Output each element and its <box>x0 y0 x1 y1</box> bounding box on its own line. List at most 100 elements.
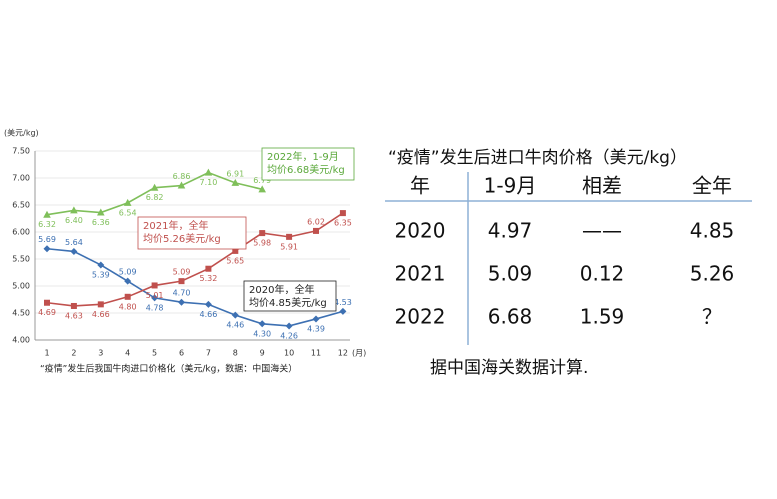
series-line <box>46 212 344 307</box>
y-tick-label: 7.50 <box>12 147 30 156</box>
data-label: 4.46 <box>226 321 244 330</box>
data-label: 4.78 <box>146 303 164 312</box>
table-title: “疫情”发生后进口牛肉价格（美元/kg） <box>388 148 687 168</box>
marker <box>258 320 266 328</box>
annotation-text: 2022年，1-9月 <box>267 150 339 163</box>
marker <box>43 210 51 218</box>
data-label: 6.86 <box>173 172 191 181</box>
data-label: 6.40 <box>65 216 83 225</box>
table-header: 1-9月 <box>484 174 537 198</box>
marker <box>70 302 77 309</box>
data-label: 5.98 <box>253 239 271 248</box>
table-cell: 1.59 <box>580 305 625 329</box>
data-label: 5.69 <box>38 235 56 244</box>
y-tick-label: 6.00 <box>12 228 30 237</box>
marker <box>44 299 50 306</box>
data-label: 5.65 <box>226 256 244 265</box>
table-note: 据中国海关数据计算. <box>430 358 588 378</box>
table-header: 年 <box>410 174 430 198</box>
annotation-text: 2020年，全年 <box>249 283 314 296</box>
x-axis-unit: (月) <box>352 349 366 358</box>
data-label: 4.80 <box>119 302 137 311</box>
x-tick-label: 8 <box>233 349 238 358</box>
data-label: 5.01 <box>146 291 164 300</box>
data-label: 5.09 <box>173 268 191 277</box>
table-cell: 2022 <box>395 305 446 329</box>
y-axis-label: (美元/kg) <box>4 128 39 138</box>
y-tick-label: 6.50 <box>12 201 30 210</box>
annotation-text: 均价6.68美元/kg <box>267 163 345 176</box>
marker <box>97 208 105 216</box>
data-label: 6.82 <box>146 193 164 202</box>
annotation-text: 均价4.85美元/kg <box>249 296 327 309</box>
data-label: 7.10 <box>199 178 217 187</box>
marker <box>312 315 320 323</box>
marker <box>285 322 293 330</box>
annotation-box <box>243 280 337 312</box>
x-tick-label: 10 <box>284 349 294 358</box>
marker <box>258 185 266 193</box>
data-label: 4.66 <box>199 310 217 319</box>
marker <box>205 265 212 272</box>
table-cell: 5.26 <box>690 262 735 286</box>
data-label: 4.66 <box>92 310 110 319</box>
x-tick-label: 6 <box>179 349 184 358</box>
marker <box>204 168 213 176</box>
marker <box>97 261 105 269</box>
data-label: 4.26 <box>280 331 298 340</box>
marker <box>43 245 51 253</box>
marker <box>313 227 319 234</box>
marker <box>70 206 78 214</box>
series-line <box>46 247 344 327</box>
data-label: 4.63 <box>65 311 83 320</box>
table-cell: 4.97 <box>488 219 533 243</box>
data-label: 6.36 <box>92 218 110 227</box>
data-label: 4.70 <box>173 289 191 298</box>
x-tick-label: 9 <box>260 349 265 358</box>
x-tick-label: 12 <box>338 349 348 358</box>
marker <box>178 278 185 285</box>
data-label: 6.32 <box>38 220 56 229</box>
marker <box>70 247 78 255</box>
data-label: 5.09 <box>119 268 137 277</box>
x-tick-label: 4 <box>125 349 130 358</box>
table-header: 相差 <box>582 174 622 198</box>
table-cell: ？ <box>702 305 722 329</box>
table-cell: 0.12 <box>580 262 625 286</box>
marker <box>339 210 346 217</box>
y-tick-label: 4.50 <box>12 309 30 318</box>
marker <box>151 294 159 302</box>
data-label: 5.32 <box>199 274 217 283</box>
marker <box>259 230 266 237</box>
table-header: 全年 <box>692 174 732 198</box>
table-cell: —— <box>582 219 622 243</box>
table-cell: 2021 <box>395 262 446 286</box>
data-label: 6.35 <box>334 219 352 228</box>
marker <box>124 277 132 285</box>
data-label: 4.30 <box>253 329 271 338</box>
table-cell: 2020 <box>395 219 446 243</box>
x-tick-label: 5 <box>152 349 157 358</box>
annotation-box <box>137 216 247 250</box>
marker <box>97 301 104 308</box>
data-label: 5.64 <box>65 238 83 247</box>
marker <box>178 298 185 306</box>
annotation-box <box>261 147 355 181</box>
data-label: 6.02 <box>307 217 325 226</box>
y-tick-label: 5.50 <box>12 255 30 264</box>
x-tick-label: 1 <box>44 349 49 358</box>
y-tick-label: 4.00 <box>12 336 30 345</box>
marker <box>177 181 186 189</box>
annotation-text: 2021年，全年 <box>143 219 208 232</box>
table-cell: 6.68 <box>488 305 533 329</box>
marker <box>286 233 293 240</box>
data-label: 5.91 <box>280 242 298 251</box>
data-label: 6.54 <box>119 208 137 217</box>
marker <box>339 307 347 315</box>
marker <box>151 282 158 289</box>
x-tick-label: 11 <box>311 349 321 358</box>
marker <box>124 293 131 300</box>
table-cell: 4.85 <box>690 219 735 243</box>
marker <box>204 300 212 308</box>
